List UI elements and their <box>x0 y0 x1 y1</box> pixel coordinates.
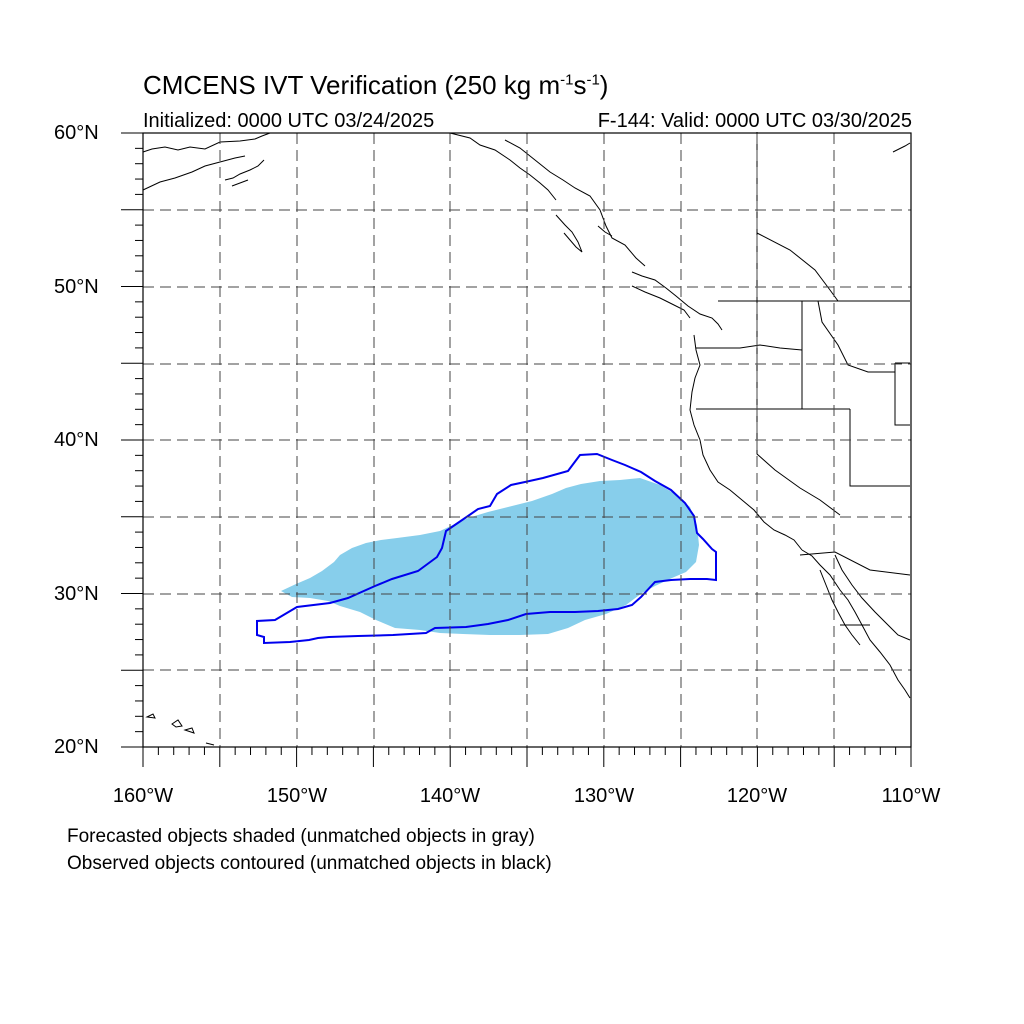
lat-label-60n: 60°N <box>54 122 99 144</box>
lon-label-130w: 130°W <box>573 785 635 807</box>
lon-label-120w: 120°W <box>726 785 788 807</box>
lat-label-50n: 50°N <box>54 276 99 298</box>
lon-label-140w: 140°W <box>419 785 481 807</box>
lat-label-40n: 40°N <box>54 429 99 451</box>
legend-observed-note: Observed objects contoured (unmatched ob… <box>67 853 552 874</box>
forecast-object <box>281 478 699 635</box>
lon-label-160w: 160°W <box>112 785 174 807</box>
lat-label-20n: 20°N <box>54 736 99 758</box>
lon-label-110w: 110°W <box>881 785 941 807</box>
valid-time-label: F-144: Valid: 0000 UTC 03/30/2025 <box>597 110 912 132</box>
coastline-layer <box>142 132 911 746</box>
lon-label-150w: 150°W <box>266 785 328 807</box>
init-time-label: Initialized: 0000 UTC 03/24/2025 <box>143 110 435 132</box>
graticule <box>143 133 911 747</box>
observed-object-contour <box>256 452 717 645</box>
axis-ticks <box>121 132 912 767</box>
legend-forecast-note: Forecasted objects shaded (unmatched obj… <box>67 826 535 847</box>
map-title: CMCENS IVT Verification (250 kg m-1s-1) <box>143 70 609 100</box>
lat-label-30n: 30°N <box>54 583 99 605</box>
